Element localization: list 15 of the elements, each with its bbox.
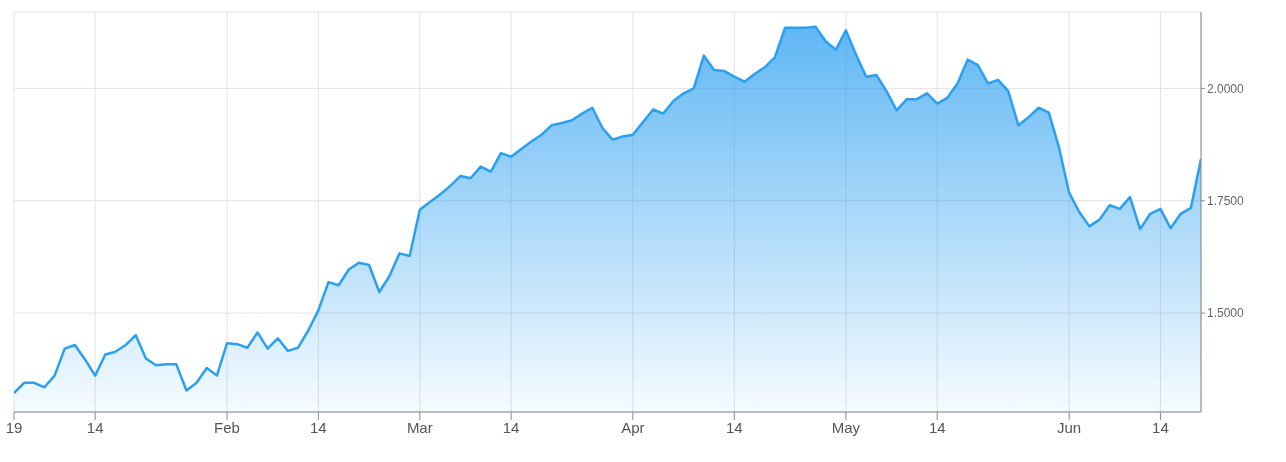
x-tick-label: May <box>831 418 861 436</box>
y-tick-label: 1.5000 <box>1207 306 1245 321</box>
x-tick-label: Mar <box>406 418 433 436</box>
y-tick-label: 1.7500 <box>1207 194 1245 209</box>
y-tick-label: 2.0000 <box>1207 81 1245 96</box>
x-tick-label: 19 <box>5 418 23 436</box>
x-tick-label: Jun <box>1057 418 1082 436</box>
x-tick-label: Apr <box>621 418 645 436</box>
x-tick-label: Feb <box>214 418 240 436</box>
x-tick-label: 14 <box>502 418 520 436</box>
x-tick-label: 14 <box>928 418 946 436</box>
x-tick-label: 14 <box>86 418 104 436</box>
x-tick-label: 14 <box>725 418 743 436</box>
x-tick-label: 14 <box>310 418 327 436</box>
x-tick-label: 14 <box>1152 418 1169 436</box>
